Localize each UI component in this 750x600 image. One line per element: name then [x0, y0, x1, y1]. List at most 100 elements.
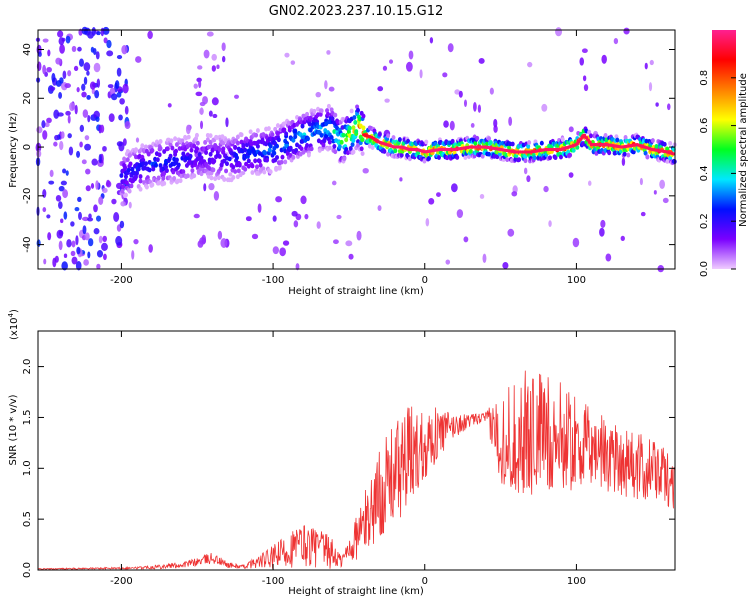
spectrogram-ridge-cell [275, 155, 280, 160]
spectrogram-ridge-cell [233, 145, 238, 150]
spectrogram-ridge-cell [208, 133, 213, 139]
spectrogram-ridge-cell [339, 139, 344, 145]
spectrogram-noise-cell [96, 215, 102, 222]
spectrogram-ridge-cell [172, 176, 177, 181]
spectrogram-noise-cell [74, 104, 78, 115]
spectrogram-noise-cell [667, 103, 671, 111]
spectrogram-ridge-cell [282, 127, 287, 133]
spectrogram-noise-cell [217, 230, 223, 240]
spectrogram-ridge-cell [173, 136, 178, 142]
spectrogram-noise-cell [99, 124, 105, 133]
spectrogram-ridge-cell [318, 111, 323, 117]
spectrogram-ridge-cell [221, 149, 226, 155]
spectrogram-ridge-cell [157, 152, 162, 158]
snr-x-axis-label: Height of straight line (km) [288, 586, 424, 597]
spectrogram-noise-cell [78, 211, 82, 221]
spectrogram-ridge-cell [235, 134, 240, 140]
spectrogram-noise-cell [63, 253, 68, 259]
spectrogram-noise-cell [121, 44, 128, 55]
spectrogram-noise-cell [102, 26, 110, 35]
spectrogram-ridge-cell [253, 152, 258, 157]
spectrogram-noise-cell [65, 35, 71, 44]
spectrogram-noise-cell [213, 191, 220, 201]
spectrogram-ridge-cell [194, 132, 199, 138]
spectrogram-noise-cell [599, 227, 605, 237]
spectrogram-ridge-cell [253, 158, 258, 164]
spectrogram-ridge-cell [168, 153, 173, 159]
spectrogram-ridge-cell [164, 168, 169, 174]
spectrogram-ridge-cell [306, 152, 311, 158]
spectrogram-noise-cell [128, 201, 132, 209]
spectrogram-noise-cell [60, 131, 65, 139]
spectrogram-ridge-cell [254, 132, 259, 138]
spectrogram-ridge-cell [615, 137, 620, 143]
spectrogram-noise-cell [106, 50, 114, 57]
spectrogram-ridge-cell [360, 137, 365, 143]
spectrogram-ridge-cell [222, 158, 227, 164]
spectrogram-noise-cell [57, 112, 64, 117]
figure-title: GN02.2023.237.10.15.G12 [269, 4, 444, 19]
spectrogram-noise-cell [102, 145, 107, 152]
spectrogram-noise-cell [100, 27, 105, 37]
spectrogram-noise-cell [84, 232, 90, 241]
spectrogram-ridge-peak [578, 137, 583, 141]
spectrogram-noise-cell [328, 86, 335, 92]
spectrogram-ridge-cell [325, 111, 330, 117]
spectrogram-ridge-cell [437, 155, 442, 160]
spectrogram-noise-cell [101, 242, 108, 252]
spectrogram-ridge-cell [305, 136, 310, 142]
spectrogram-ridge-cell [288, 145, 293, 151]
spectrogram-noise-cell [206, 31, 214, 37]
spectrogram-noise-cell [46, 214, 51, 219]
spectrogram-ridge-cell [348, 146, 353, 151]
spectrogram-ridge-cell [631, 149, 636, 155]
spectrogram-ridge-cell [235, 140, 240, 146]
spectrogram-noise-cell [94, 90, 100, 99]
spectrogram-ridge-cell [386, 151, 391, 157]
snr-y-ticks: 0.0 0.5 1.0 1.5 2.0 [22, 359, 675, 578]
colorbar-ticks: 0.0 0.2 0.4 0.6 0.8 [699, 70, 736, 277]
spectrogram-ridge-peak [575, 142, 580, 146]
spectrogram-ridge-cell [124, 180, 129, 186]
spectrogram-ridge-cell [186, 134, 191, 140]
spectrogram-ridge-cell [189, 147, 194, 153]
spectrogram-ridge-cell [140, 143, 145, 149]
spectrogram-noise-cell [442, 72, 448, 78]
spectrogram-noise-cell [83, 76, 88, 85]
spectrogram-noise-cell [198, 79, 202, 89]
spectrogram-noise-cell [211, 65, 216, 72]
spectrogram-ridge-peak [576, 139, 581, 144]
colorbar: 0.0 0.2 0.4 0.6 0.8 Normalized spectral ampl… [699, 30, 749, 277]
spectrogram-noise-cell [507, 228, 515, 237]
spectrogram-noise-cell [55, 194, 62, 202]
spectrogram-noise-cell [83, 62, 91, 72]
spectrogram-ridge-cell [176, 162, 181, 168]
spectrogram-ridge-cell [283, 159, 288, 165]
spectrogram-noise-cell [234, 94, 240, 99]
spectrogram-noise-cell [275, 196, 283, 203]
spectrogram-noise-cell [59, 77, 64, 84]
spectrogram-ridge-cell [327, 145, 332, 151]
spectrogram-ridge-cell [356, 142, 361, 148]
spectrogram-noise-cell [76, 87, 80, 93]
spectrogram-noise-cell [60, 180, 67, 186]
spectrogram-ridge-cell [237, 161, 242, 167]
spectrogram-noise-cell [41, 120, 46, 129]
spectrogram-ridge-cell [359, 146, 364, 152]
spectrogram-ridge-cell [654, 144, 659, 149]
spectrogram-noise-cell [315, 91, 322, 98]
spectrogram-noise-cell [81, 91, 87, 98]
spectrogram-noise-cell [568, 172, 574, 178]
spectrogram-noise-cell [284, 52, 290, 58]
spectrogram-noise-cell [93, 48, 97, 56]
spectrogram-noise-cell [120, 201, 126, 207]
spectrogram-ridge-cell [213, 176, 218, 182]
spectrogram-ridge-cell [205, 137, 210, 143]
spectrogram-ridge-cell [138, 174, 143, 179]
spectrogram-noise-cell [147, 30, 153, 40]
spectrogram-noise-cell [122, 83, 129, 94]
spectrogram-ridge-cell [397, 137, 402, 142]
spectrogram-ridge-cell [319, 108, 324, 114]
spectrogram-ridge-cell [356, 107, 361, 113]
